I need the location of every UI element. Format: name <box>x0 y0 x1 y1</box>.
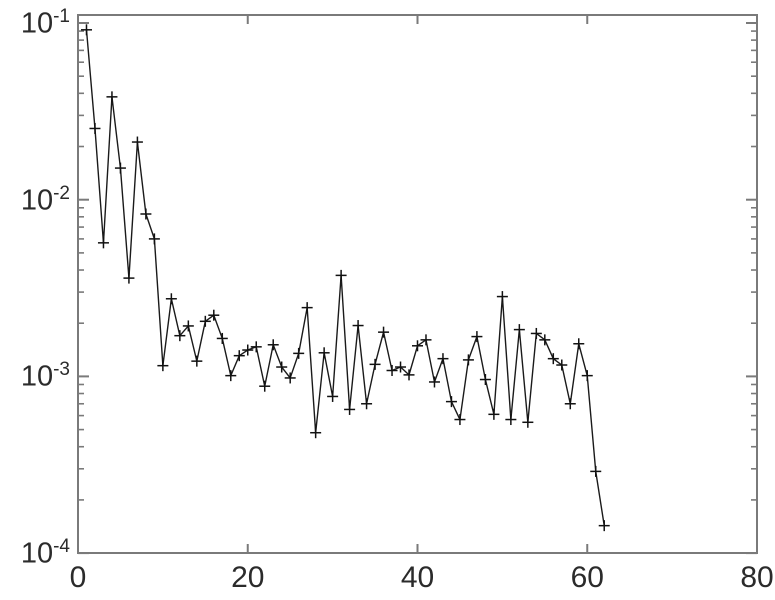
data-point-markers <box>80 24 610 532</box>
x-tick-label-3: 60 <box>570 561 604 594</box>
y-tick-mantissa: 10 <box>20 361 54 394</box>
y-tick-label-1: 10-2 <box>21 183 70 218</box>
x-tick-label-4: 80 <box>740 561 774 594</box>
data-series-line <box>85 29 605 527</box>
x-tick-label-2: 40 <box>400 561 435 594</box>
x-tick-label-0: 0 <box>69 561 87 594</box>
y-tick-label-3: 10-4 <box>21 536 70 571</box>
y-tick-exponent: -4 <box>53 536 70 558</box>
y-tick-exponent: -1 <box>53 6 70 27</box>
y-tick-exponent: -3 <box>53 359 70 381</box>
y-tick-label-2: 10-3 <box>21 359 70 394</box>
y-tick-exponent: -2 <box>53 182 70 204</box>
axis-ticks <box>78 15 757 555</box>
x-tick-label-1: 20 <box>231 561 265 594</box>
y-tick-label-0: 10-1 <box>21 6 70 41</box>
y-tick-mantissa: 10 <box>20 537 54 570</box>
plot-axes <box>77 14 758 554</box>
y-tick-mantissa: 10 <box>20 184 54 217</box>
y-tick-mantissa: 10 <box>20 7 54 40</box>
